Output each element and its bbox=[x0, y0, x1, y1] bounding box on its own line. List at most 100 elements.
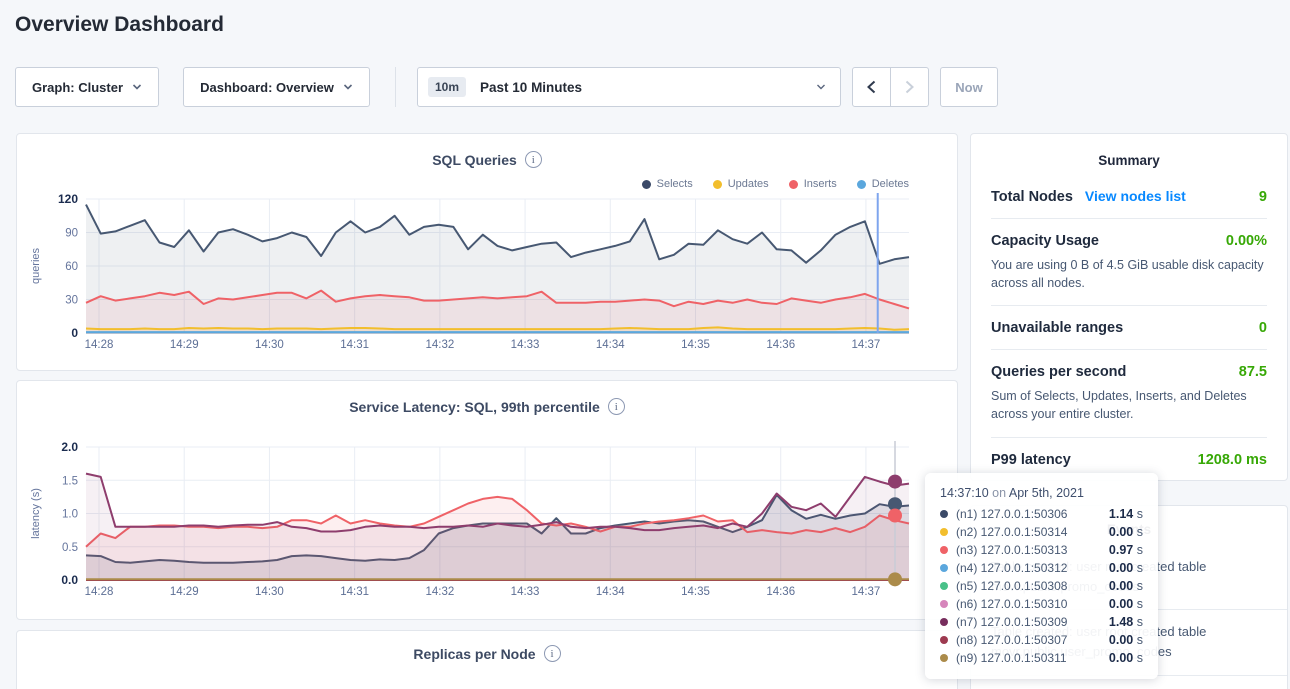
time-next-button[interactable] bbox=[890, 67, 929, 107]
summary-label: Unavailable ranges bbox=[991, 320, 1123, 336]
tooltip-node-unit: s bbox=[1133, 525, 1143, 539]
sql-queries-card: SQL Queries i SelectsUpdatesInsertsDelet… bbox=[16, 133, 958, 371]
chevron-down-icon bbox=[343, 82, 353, 92]
toolbar-divider bbox=[395, 67, 396, 107]
summary-capacity-usage: Capacity Usage 0.00% You are using 0 B o… bbox=[991, 219, 1267, 306]
time-range-selector[interactable]: 10m Past 10 Minutes bbox=[417, 67, 841, 107]
tooltip-node-row: (n4) 127.0.0.1:50312 0.00 s bbox=[940, 559, 1143, 577]
legend-label: Inserts bbox=[804, 178, 837, 190]
series-color-dot bbox=[940, 636, 948, 644]
tooltip-node-value: 0.00 s bbox=[1109, 525, 1143, 539]
series-color-dot bbox=[940, 510, 948, 518]
svg-text:60: 60 bbox=[65, 261, 78, 273]
summary-value: 0.00% bbox=[1226, 233, 1267, 249]
legend-label: Selects bbox=[657, 178, 693, 190]
tooltip-node-unit: s bbox=[1133, 633, 1143, 647]
tooltip-node-value: 1.48 s bbox=[1109, 615, 1143, 629]
tooltip-node-unit: s bbox=[1133, 507, 1143, 521]
legend-label: Updates bbox=[728, 178, 769, 190]
tooltip-node-value: 0.00 s bbox=[1109, 561, 1143, 575]
svg-text:14:37: 14:37 bbox=[852, 339, 881, 351]
chevron-down-icon bbox=[816, 82, 826, 92]
tooltip-node-row: (n9) 127.0.0.1:503110.00 s bbox=[940, 649, 1143, 667]
svg-text:0.5: 0.5 bbox=[62, 542, 78, 554]
summary-label: P99 latency bbox=[991, 452, 1071, 468]
dashboard-dropdown[interactable]: Dashboard: Overview bbox=[183, 67, 370, 107]
series-color-dot bbox=[940, 564, 948, 572]
svg-text:0.0: 0.0 bbox=[61, 573, 78, 587]
svg-text:14:32: 14:32 bbox=[425, 339, 454, 351]
legend-item-deletes[interactable]: Deletes bbox=[857, 178, 909, 190]
svg-text:0: 0 bbox=[71, 326, 78, 340]
tooltip-node-row: (n5) 127.0.0.1:503080.00 s bbox=[940, 577, 1143, 595]
svg-text:14:35: 14:35 bbox=[681, 339, 710, 351]
sql-queries-chart[interactable]: 14:28 14:29 14:30 14:31 14:32 14:33 14:34 14:35… bbox=[17, 190, 959, 360]
chart-hover-tooltip: 14:37:10 on Apr 5th, 2021 (n1) 127.0.0.1… bbox=[925, 473, 1158, 679]
tooltip-node-unit: s bbox=[1133, 651, 1143, 665]
chevron-right-icon bbox=[904, 80, 915, 94]
svg-text:14:33: 14:33 bbox=[511, 586, 540, 598]
tooltip-node-row: (n3) 127.0.0.1:503130.97 s bbox=[940, 541, 1143, 559]
summary-value: 1208.0 ms bbox=[1198, 452, 1267, 468]
tooltip-node-label: (n9) 127.0.0.1:50311 bbox=[956, 651, 1067, 665]
chevron-left-icon bbox=[866, 80, 877, 94]
time-range-badge: 10m bbox=[428, 77, 466, 97]
svg-text:14:29: 14:29 bbox=[170, 586, 199, 598]
tooltip-node-row: (n6) 127.0.0.1:503100.00 s bbox=[940, 595, 1143, 613]
summary-description: Sum of Selects, Updates, Inserts, and De… bbox=[991, 387, 1267, 423]
replicas-per-node-chart-title: Replicas per Node bbox=[413, 646, 535, 662]
tooltip-node-row: (n2) 127.0.0.1:50314 0.00 s bbox=[940, 523, 1143, 541]
svg-text:14:34: 14:34 bbox=[596, 339, 625, 351]
svg-text:120: 120 bbox=[58, 192, 78, 206]
service-latency-chart[interactable]: 14:2814:2914:3014:3114:3214:3314:3414:35… bbox=[17, 433, 959, 607]
svg-text:1.0: 1.0 bbox=[62, 509, 78, 521]
summary-panel: Summary Total Nodes View nodes list 9 Ca… bbox=[970, 133, 1288, 481]
svg-text:14:28: 14:28 bbox=[85, 339, 114, 351]
series-color-dot bbox=[940, 600, 948, 608]
legend-item-selects[interactable]: Selects bbox=[642, 178, 693, 190]
tooltip-node-label: (n2) 127.0.0.1:50314 bbox=[956, 525, 1067, 539]
tooltip-node-label: (n4) 127.0.0.1:50312 bbox=[956, 561, 1067, 575]
dashboard-dropdown-label: Dashboard: Overview bbox=[200, 80, 334, 95]
svg-text:14:31: 14:31 bbox=[340, 586, 369, 598]
legend-dot bbox=[642, 180, 651, 189]
tooltip-node-row: (n8) 127.0.0.1:503070.00 s bbox=[940, 631, 1143, 649]
info-icon[interactable]: i bbox=[608, 398, 625, 415]
series-color-dot bbox=[940, 582, 948, 590]
view-nodes-list-link[interactable]: View nodes list bbox=[1085, 188, 1186, 204]
svg-text:14:30: 14:30 bbox=[255, 586, 284, 598]
legend-dot bbox=[713, 180, 722, 189]
svg-text:queries: queries bbox=[30, 247, 42, 284]
svg-text:14:35: 14:35 bbox=[681, 586, 710, 598]
service-latency-chart-title: Service Latency: SQL, 99th percentile bbox=[349, 399, 600, 415]
tooltip-node-row: (n1) 127.0.0.1:503061.14 s bbox=[940, 505, 1143, 523]
tooltip-node-value: 1.14 s bbox=[1109, 507, 1143, 521]
replicas-per-node-card: Replicas per Node i bbox=[16, 630, 958, 689]
graph-dropdown[interactable]: Graph: Cluster bbox=[15, 67, 159, 107]
summary-title: Summary bbox=[971, 134, 1287, 168]
time-prev-button[interactable] bbox=[852, 67, 891, 107]
legend-item-updates[interactable]: Updates bbox=[713, 178, 769, 190]
tooltip-node-unit: s bbox=[1133, 543, 1143, 557]
svg-text:14:29: 14:29 bbox=[170, 339, 199, 351]
legend-label: Deletes bbox=[872, 178, 909, 190]
legend-dot bbox=[857, 180, 866, 189]
legend-item-inserts[interactable]: Inserts bbox=[789, 178, 837, 190]
summary-value: 0 bbox=[1259, 320, 1267, 336]
svg-text:1.5: 1.5 bbox=[62, 475, 78, 487]
svg-text:14:30: 14:30 bbox=[255, 339, 284, 351]
tooltip-node-label: (n6) 127.0.0.1:50310 bbox=[956, 597, 1067, 611]
series-color-dot bbox=[940, 654, 948, 662]
tooltip-node-label: (n7) 127.0.0.1:50309 bbox=[956, 615, 1067, 629]
tooltip-node-unit: s bbox=[1133, 597, 1143, 611]
svg-text:latency (s): latency (s) bbox=[30, 488, 42, 539]
tooltip-node-unit: s bbox=[1133, 615, 1143, 629]
info-icon[interactable]: i bbox=[525, 151, 542, 168]
tooltip-node-value: 0.00 s bbox=[1109, 579, 1143, 593]
now-button[interactable]: Now bbox=[940, 67, 998, 107]
svg-text:14:33: 14:33 bbox=[511, 339, 540, 351]
tooltip-node-unit: s bbox=[1133, 561, 1143, 575]
chevron-down-icon bbox=[132, 82, 142, 92]
info-icon[interactable]: i bbox=[544, 645, 561, 662]
svg-text:14:31: 14:31 bbox=[340, 339, 369, 351]
